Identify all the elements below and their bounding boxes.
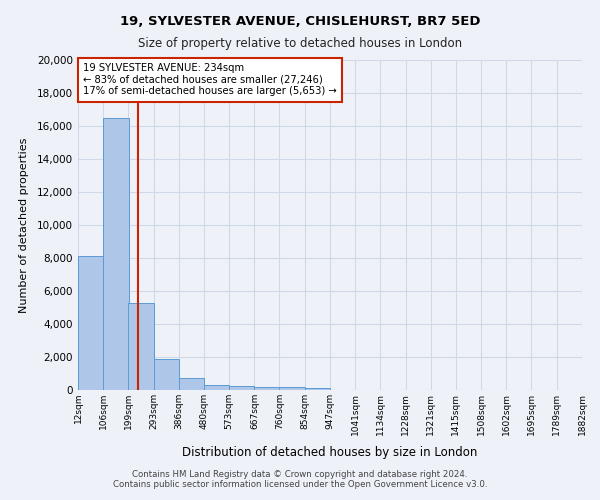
Bar — [280, 387, 305, 390]
X-axis label: Distribution of detached houses by size in London: Distribution of detached houses by size … — [182, 446, 478, 459]
Bar — [305, 388, 330, 390]
Text: 19, SYLVESTER AVENUE, CHISLEHURST, BR7 5ED: 19, SYLVESTER AVENUE, CHISLEHURST, BR7 5… — [120, 15, 480, 28]
Bar — [154, 360, 179, 390]
Bar — [204, 385, 229, 390]
Y-axis label: Number of detached properties: Number of detached properties — [19, 138, 29, 312]
Bar — [229, 386, 254, 390]
Bar — [78, 256, 103, 390]
Text: Size of property relative to detached houses in London: Size of property relative to detached ho… — [138, 38, 462, 51]
Bar — [254, 386, 280, 390]
Text: Contains HM Land Registry data © Crown copyright and database right 2024.
Contai: Contains HM Land Registry data © Crown c… — [113, 470, 487, 489]
Bar — [179, 378, 204, 390]
Bar — [128, 302, 154, 390]
Text: 19 SYLVESTER AVENUE: 234sqm
← 83% of detached houses are smaller (27,246)
17% of: 19 SYLVESTER AVENUE: 234sqm ← 83% of det… — [83, 64, 337, 96]
Bar — [103, 118, 128, 390]
